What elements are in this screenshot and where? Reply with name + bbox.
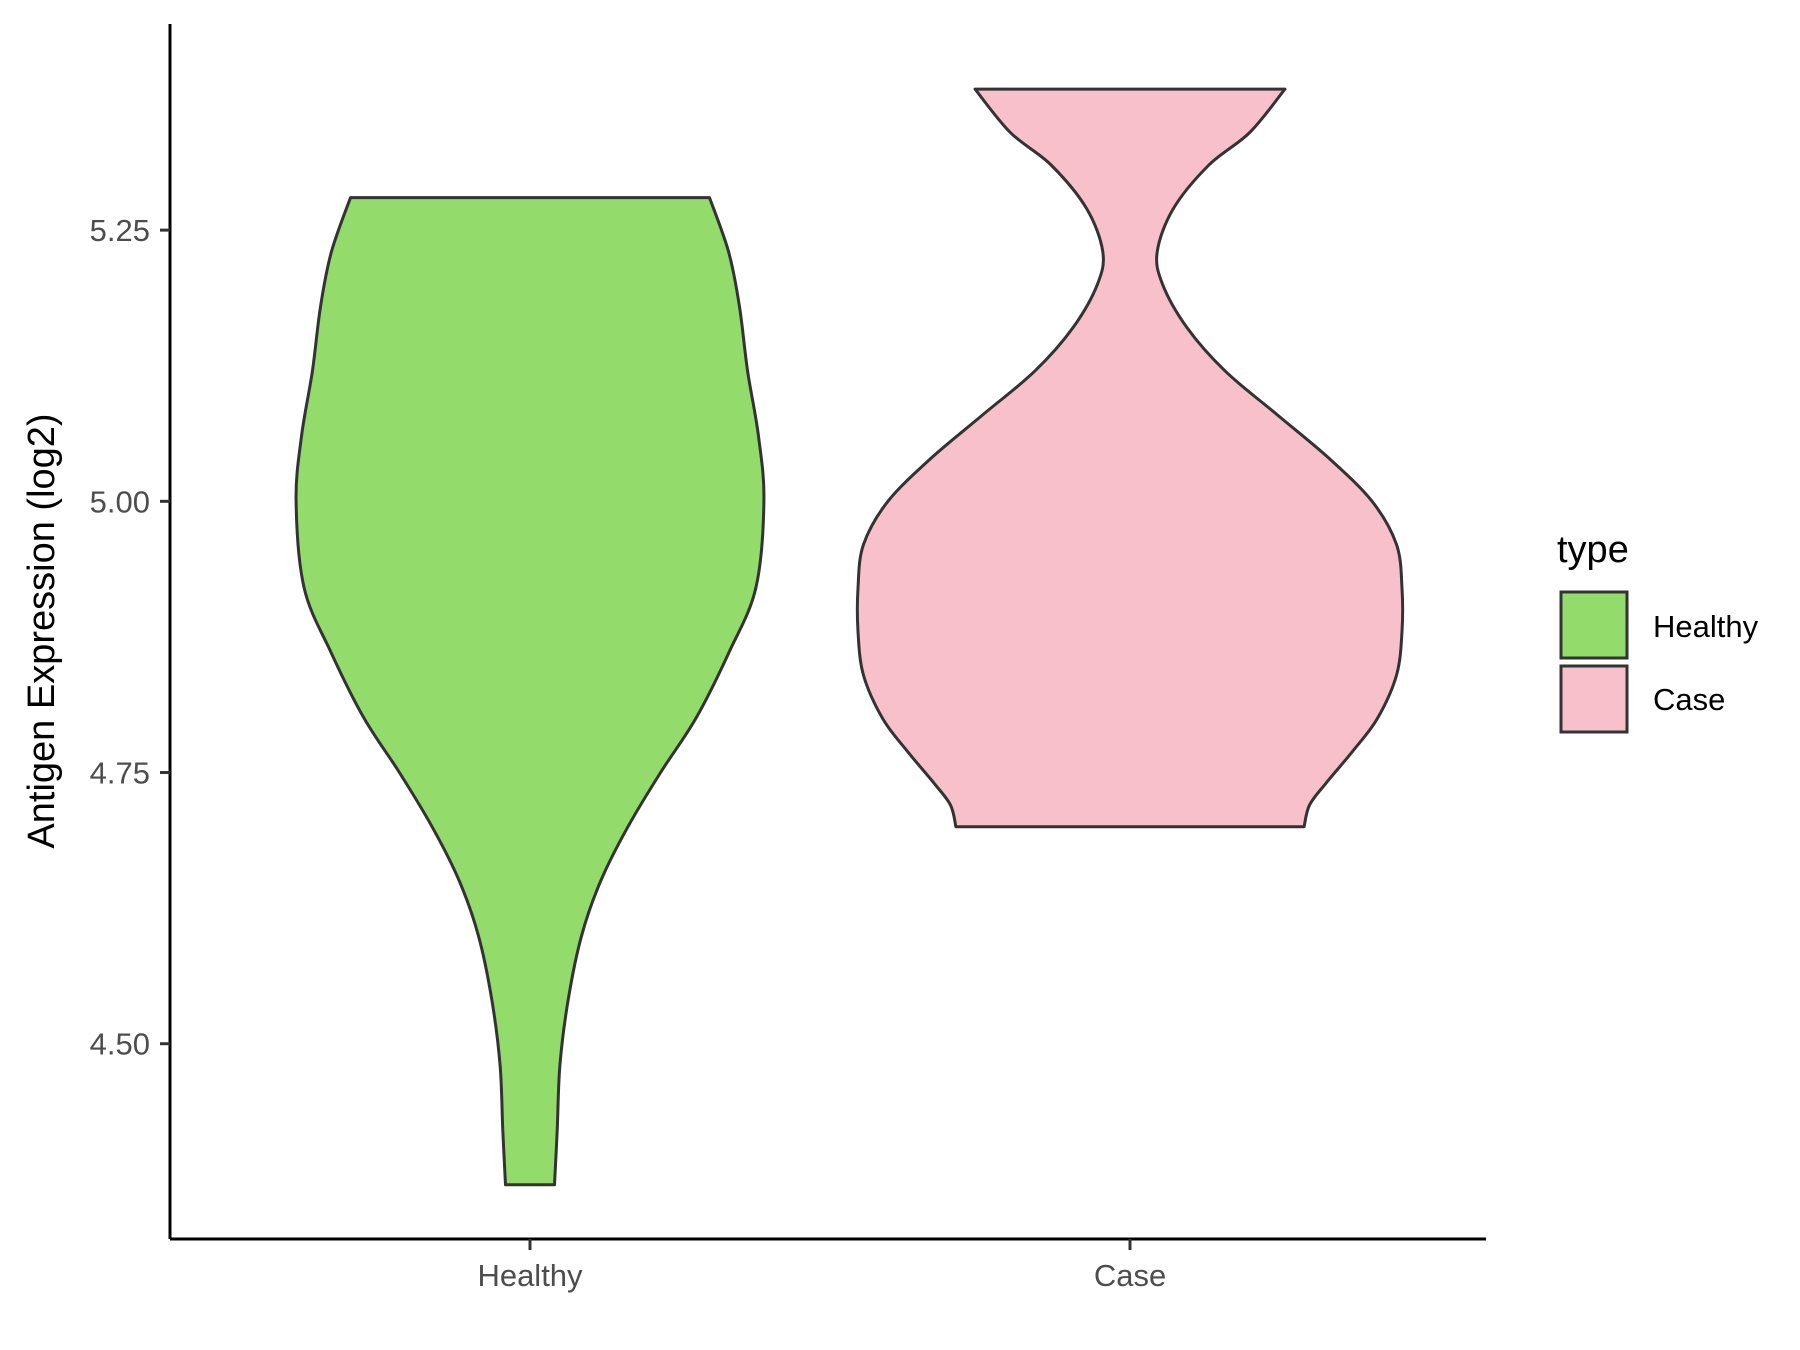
legend-label-healthy: Healthy bbox=[1653, 609, 1759, 644]
y-axis-ticks: 4.50 4.75 5.00 5.25 bbox=[90, 213, 170, 1062]
y-axis-title: Antigen Expression (log2) bbox=[21, 413, 63, 848]
violin-layer bbox=[294, 87, 1405, 1187]
legend-key-healthy bbox=[1559, 590, 1629, 660]
y-tick-label: 5.00 bbox=[90, 484, 150, 519]
x-tick-label-case: Case bbox=[1094, 1258, 1166, 1293]
y-tick-label: 5.25 bbox=[90, 213, 150, 248]
y-tick-label: 4.50 bbox=[90, 1027, 150, 1062]
legend-label-case: Case bbox=[1653, 682, 1725, 717]
legend: type Healthy Case bbox=[1557, 529, 1759, 734]
violin-healthy bbox=[294, 196, 766, 1187]
x-axis-ticks: Healthy Case bbox=[477, 1239, 1166, 1293]
legend-key-case bbox=[1559, 664, 1629, 734]
y-tick-label: 4.75 bbox=[90, 756, 150, 791]
violin-case bbox=[855, 87, 1405, 829]
legend-title: type bbox=[1557, 529, 1629, 571]
x-tick-label-healthy: Healthy bbox=[477, 1258, 583, 1293]
